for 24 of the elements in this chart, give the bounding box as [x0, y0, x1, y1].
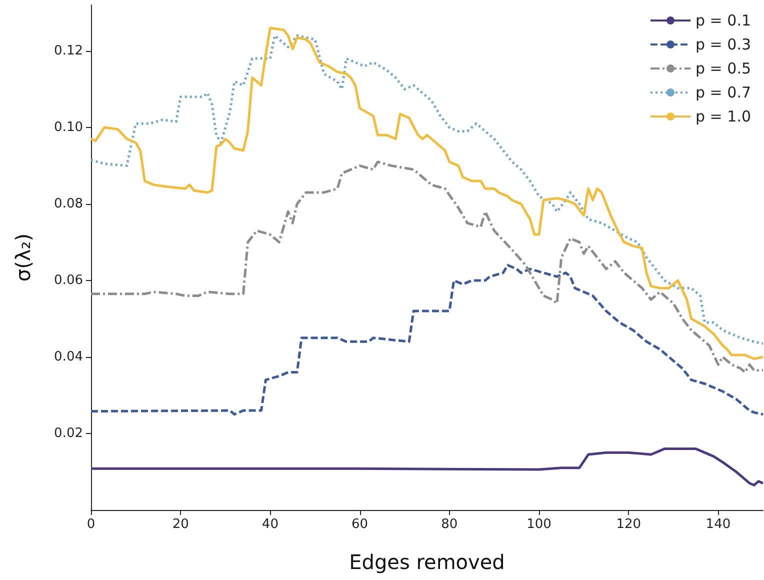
- legend-label: p = 0.1: [696, 12, 752, 30]
- y-tick-label: 0.08: [54, 196, 83, 212]
- x-tick-label: 0: [86, 517, 96, 532]
- y-tick-label: 0.12: [54, 43, 83, 58]
- legend-label: p = 0.7: [696, 84, 752, 102]
- y-axis-title: σ(λ₂): [11, 233, 35, 282]
- x-tick-label: 100: [526, 517, 552, 532]
- y-tick-label: 0.04: [54, 349, 83, 364]
- y-tick-label: 0.10: [54, 120, 83, 135]
- x-tick-label: 120: [616, 517, 642, 532]
- line-series: [90, 160, 764, 374]
- y-tick-label: 0.06: [54, 272, 83, 288]
- x-tick-label: 20: [172, 517, 189, 532]
- x-tick-label: 80: [441, 517, 458, 532]
- x-tick-label: 40: [262, 517, 278, 532]
- legend-label: p = 0.3: [696, 36, 752, 54]
- x-tick-label: 140: [706, 517, 731, 532]
- line-series: [90, 448, 764, 486]
- legend-label: p = 0.5: [696, 60, 752, 78]
- line-series: [90, 264, 764, 416]
- legend-label: p = 1.0: [696, 108, 752, 126]
- x-axis-title: Edges removed: [349, 550, 505, 574]
- y-tick-label: 0.02: [54, 426, 83, 441]
- x-tick-label: 60: [352, 517, 368, 532]
